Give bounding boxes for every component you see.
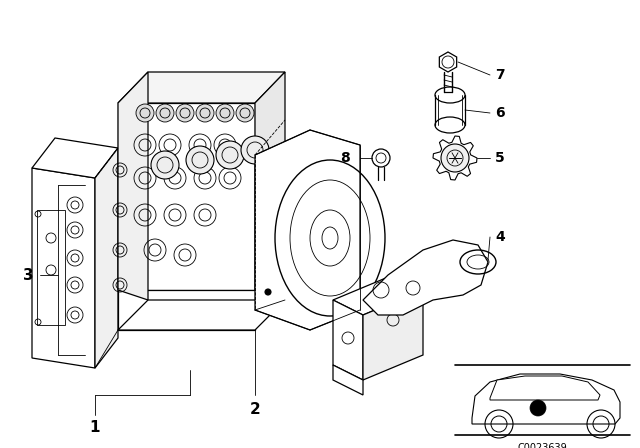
Circle shape xyxy=(196,104,214,122)
Text: C0023639: C0023639 xyxy=(517,443,567,448)
Circle shape xyxy=(236,104,254,122)
Polygon shape xyxy=(333,300,363,380)
Polygon shape xyxy=(118,103,255,290)
Circle shape xyxy=(530,400,546,416)
Text: 3: 3 xyxy=(22,267,33,283)
Bar xyxy=(37,210,65,325)
Polygon shape xyxy=(118,290,255,330)
Polygon shape xyxy=(255,130,360,330)
Ellipse shape xyxy=(435,117,465,133)
Polygon shape xyxy=(363,240,488,315)
Circle shape xyxy=(176,104,194,122)
Ellipse shape xyxy=(435,87,465,103)
Text: 5: 5 xyxy=(495,151,505,165)
Polygon shape xyxy=(255,72,285,290)
Circle shape xyxy=(216,141,244,169)
Polygon shape xyxy=(363,290,423,380)
Polygon shape xyxy=(333,275,423,315)
Text: 7: 7 xyxy=(495,68,505,82)
Text: 2: 2 xyxy=(250,402,260,418)
Polygon shape xyxy=(490,376,600,400)
Polygon shape xyxy=(32,138,118,178)
Polygon shape xyxy=(118,72,285,103)
Circle shape xyxy=(372,149,390,167)
Circle shape xyxy=(186,146,214,174)
Polygon shape xyxy=(118,72,148,300)
Polygon shape xyxy=(433,136,477,180)
Text: 1: 1 xyxy=(90,421,100,435)
Polygon shape xyxy=(32,168,95,368)
Polygon shape xyxy=(439,52,457,72)
Polygon shape xyxy=(333,365,363,395)
Text: 8: 8 xyxy=(340,151,350,165)
Circle shape xyxy=(136,104,154,122)
Polygon shape xyxy=(118,300,285,330)
Circle shape xyxy=(265,289,271,295)
Circle shape xyxy=(216,104,234,122)
Polygon shape xyxy=(95,148,118,368)
Circle shape xyxy=(441,144,469,172)
Circle shape xyxy=(241,136,269,164)
Text: 4: 4 xyxy=(495,230,505,244)
Circle shape xyxy=(151,151,179,179)
Circle shape xyxy=(156,104,174,122)
Text: 6: 6 xyxy=(495,106,505,120)
Polygon shape xyxy=(472,374,620,424)
